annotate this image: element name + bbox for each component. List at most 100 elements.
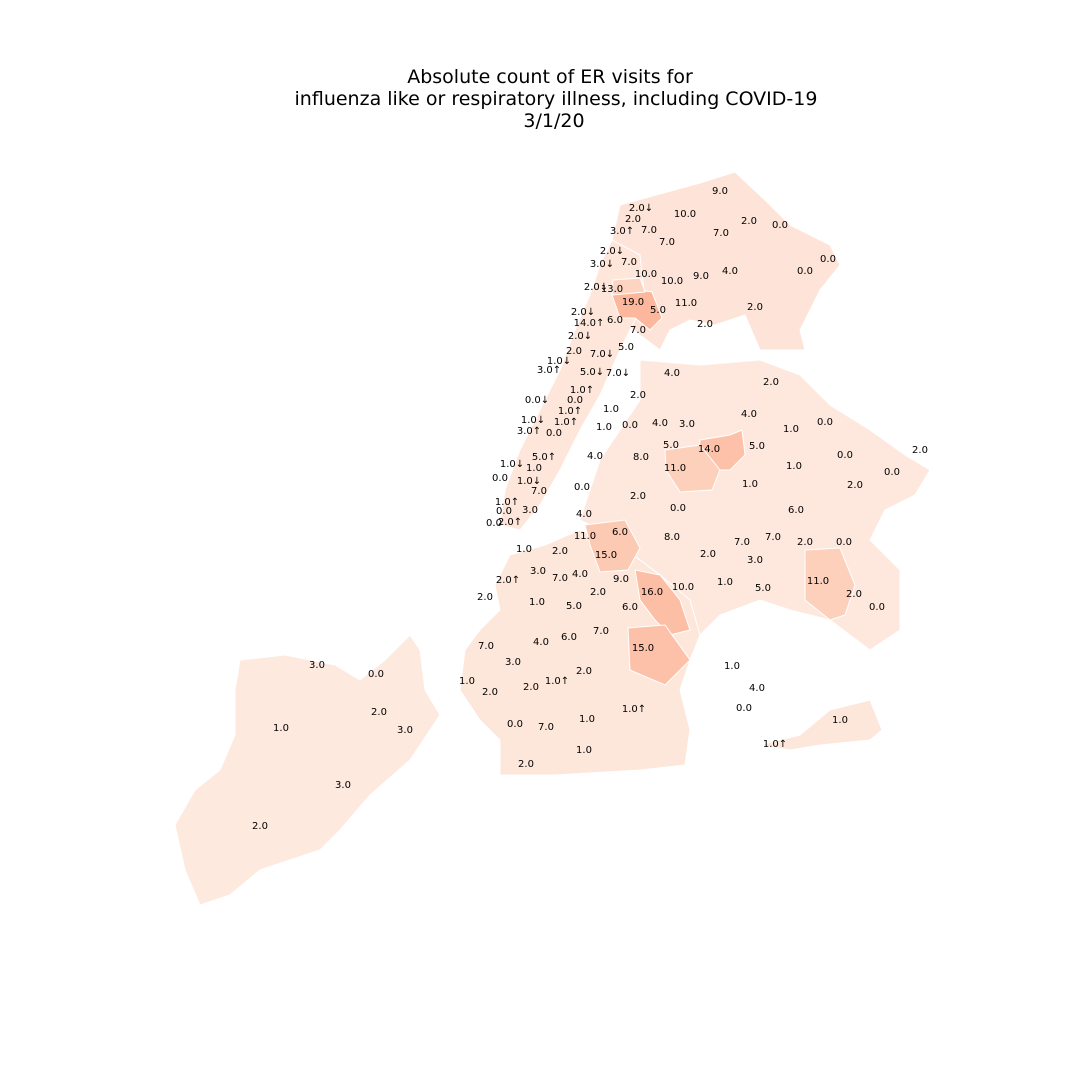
region-value-label: 4.0: [533, 637, 549, 648]
region-value-label: 1.0↑: [763, 739, 787, 750]
region-value-label: 2.0↓: [600, 246, 624, 257]
region-value-label: 14.0↑: [574, 318, 605, 329]
value-labels: 9.02.0↓10.02.03.0↑ 7.02.0 0.07.07.02.0↓7.0…: [252, 186, 928, 832]
region-value-label: 13.0: [601, 284, 623, 295]
region-value-label: 5.0: [566, 601, 582, 612]
region-value-label: 2.0↓: [568, 331, 592, 342]
region-shape: [804, 547, 856, 621]
region-value-label: 0.0: [820, 254, 836, 265]
region-value-label: 3.0↑: [517, 426, 541, 437]
region-value-label: 3.0: [530, 566, 546, 577]
region-value-label: 7.0: [713, 228, 729, 239]
region-value-label: 4.0: [664, 368, 680, 379]
region-value-label: 1.0: [576, 745, 592, 756]
region-value-label: 6.0: [561, 632, 577, 643]
region-value-label: 7.0: [765, 532, 781, 543]
region-value-label: 3.0: [397, 725, 413, 736]
region-value-label: 7.0: [630, 325, 646, 336]
region-value-label: 8.0: [633, 452, 649, 463]
region-value-label: 2.0↓: [571, 307, 595, 318]
region-shape: [627, 624, 691, 686]
region-value-label: 3.0↑: [537, 365, 561, 376]
region-value-label: 2.0↓: [629, 203, 653, 214]
region-value-label: 3.0: [747, 555, 763, 566]
region-value-label: 0.0: [670, 503, 686, 514]
region-value-label: 11.0: [664, 463, 686, 474]
region-value-label: 2.0: [523, 682, 539, 693]
region-shape: [611, 277, 646, 296]
region-value-label: 2.0: [912, 445, 928, 456]
region-value-label: 1.0↑: [570, 385, 594, 396]
region-value-label: 7.0: [593, 626, 609, 637]
region-value-label: 1.0: [832, 715, 848, 726]
region-value-label: 9.0: [613, 574, 629, 585]
region-value-label: 5.0↑: [532, 452, 556, 463]
region-value-label: 4.0: [741, 409, 757, 420]
region-value-label: 7.0↓: [606, 368, 630, 379]
region-value-label: 0.0: [507, 719, 523, 730]
region-value-label: 2.0: [576, 666, 592, 677]
region-value-label: 2.0: [847, 480, 863, 491]
region-value-label: 2.0: [630, 491, 646, 502]
region-value-label: 4.0: [749, 683, 765, 694]
region-value-label: 2.0: [797, 537, 813, 548]
region-value-label: 1.0↑: [558, 406, 582, 417]
region-value-label: 7.0: [641, 225, 657, 236]
region-value-label: 7.0: [621, 257, 637, 268]
region-value-label: 0.0: [546, 428, 562, 439]
region-value-label: 3.0↑: [610, 226, 634, 237]
region-value-label: 0.0: [836, 537, 852, 548]
region-value-label: 0.0: [772, 220, 788, 231]
region-value-label: 4.0: [587, 451, 603, 462]
region-value-label: 4.0: [722, 266, 738, 277]
region-value-label: 2.0: [625, 214, 641, 225]
region-value-label: 0.0: [797, 266, 813, 277]
map-title-line-3-date: 3/1/20: [523, 110, 584, 132]
region-value-label: 15.0: [632, 643, 654, 654]
region-value-label: 1.0↑: [545, 676, 569, 687]
region-value-label: 1.0: [596, 422, 612, 433]
borough-shapes: [174, 171, 931, 906]
region-value-label: 2.0: [763, 377, 779, 388]
region-value-label: 1.0↑: [622, 704, 646, 715]
region-value-label: 2.0: [477, 592, 493, 603]
region-value-label: 5.0: [618, 342, 634, 353]
region-value-label: 1.0↓: [517, 476, 541, 487]
region-value-label: 3.0: [505, 657, 521, 668]
region-value-label: 7.0↓: [590, 349, 614, 360]
region-value-label: 7.0: [734, 537, 750, 548]
region-value-label: 1.0: [742, 479, 758, 490]
region-value-label: 9.0: [712, 186, 728, 197]
region-value-label: 5.0: [663, 440, 679, 451]
region-value-label: 0.0↓: [525, 395, 549, 406]
region-value-label: 8.0: [664, 532, 680, 543]
region-shape: [499, 239, 646, 531]
region-shape: [584, 519, 641, 573]
region-value-label: 10.0: [661, 276, 683, 287]
region-value-label: 2.0: [741, 216, 757, 227]
region-value-label: 0.0: [884, 467, 900, 478]
region-shape: [759, 699, 883, 751]
region-value-label: 1.0: [579, 714, 595, 725]
region-value-label: 16.0: [641, 587, 663, 598]
region-value-label: 0.0: [368, 669, 384, 680]
region-value-label: 4.0: [572, 569, 588, 580]
region-value-label: 7.0: [659, 237, 675, 248]
region-value-label: 2.0: [697, 319, 713, 330]
region-value-label: 1.0: [724, 661, 740, 672]
region-value-label: 1.0↓: [547, 356, 571, 367]
region-value-label: 4.0: [576, 509, 592, 520]
region-value-label: 3.0: [309, 660, 325, 671]
region-value-label: 3.0: [335, 780, 351, 791]
region-value-label: 11.0: [675, 298, 697, 309]
region-value-label: 7.0: [478, 641, 494, 652]
region-value-label: 7.0: [531, 486, 547, 497]
region-value-label: 6.0: [607, 315, 623, 326]
region-value-label: 1.0: [717, 577, 733, 588]
region-value-label: 1.0: [603, 404, 619, 415]
region-value-label: 1.0: [786, 461, 802, 472]
region-value-label: 10.0: [635, 269, 657, 280]
region-value-label: 1.0: [459, 676, 475, 687]
region-value-label: 1.0↓: [500, 459, 524, 470]
region-value-label: 0.0: [817, 417, 833, 428]
